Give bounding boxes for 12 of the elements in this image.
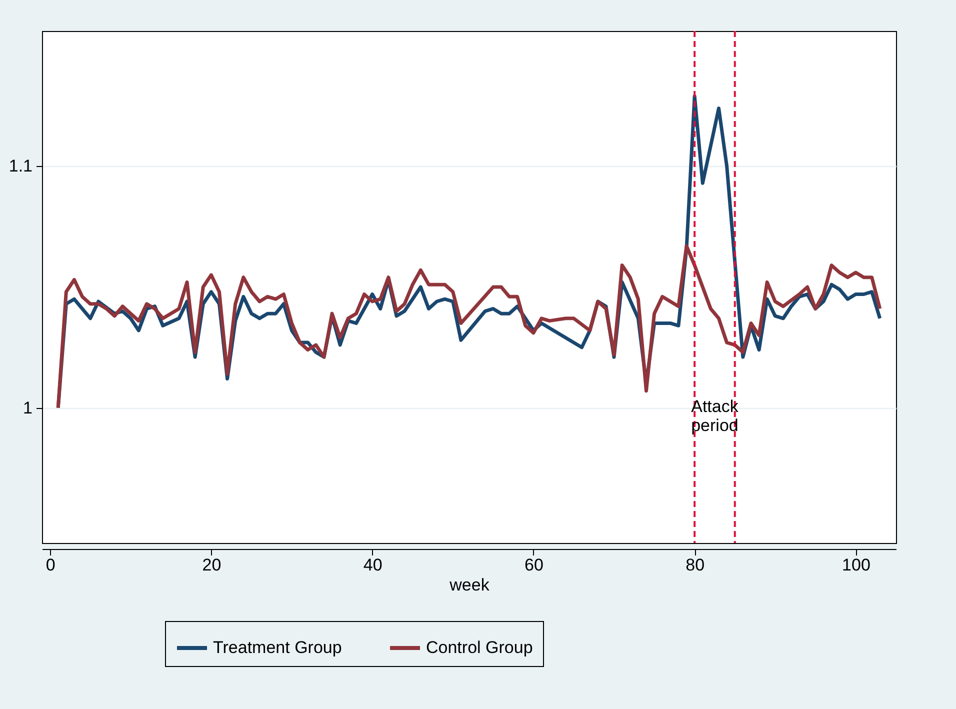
legend-label: Control Group — [426, 638, 533, 657]
x-tick-label: 60 — [524, 556, 544, 574]
x-tick-label: 40 — [363, 556, 382, 574]
x-tick-label: 100 — [842, 556, 870, 574]
x-tick-label: 20 — [202, 556, 222, 574]
x-tick-label: 80 — [686, 556, 705, 574]
y-tick-label: 1.1 — [8, 156, 32, 176]
legend-label: Treatment Group — [213, 638, 342, 657]
x-axis-title: week — [448, 576, 490, 594]
annotation: Attack period — [691, 397, 739, 435]
x-tick-label: 0 — [46, 556, 56, 574]
y-tick-label: 1 — [23, 398, 32, 418]
